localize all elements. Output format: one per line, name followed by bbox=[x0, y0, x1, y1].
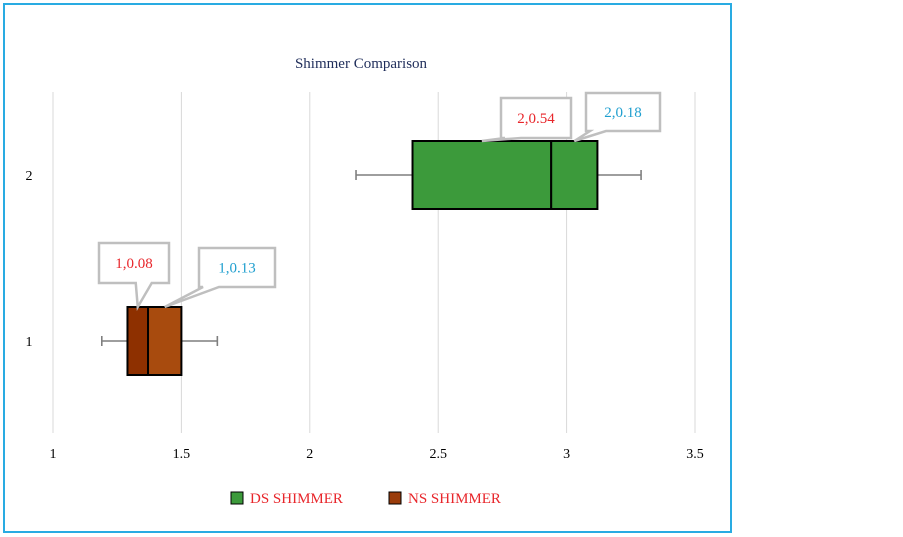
legend-label: DS SHIMMER bbox=[250, 491, 343, 507]
y-tick-label: 2 bbox=[26, 169, 33, 184]
box-upper-quartile bbox=[147, 306, 183, 376]
chart-frame: Shimmer Comparison 1,0.08 1,0.13 2,0.54 2,0… bbox=[3, 3, 732, 533]
callout-bubble bbox=[97, 241, 171, 312]
box-ns-shimmer bbox=[100, 306, 219, 376]
y-tick-label: 1 bbox=[26, 335, 33, 350]
legend-swatch bbox=[388, 491, 402, 505]
legend-label: NS SHIMMER bbox=[408, 491, 501, 507]
axis-layer: 1 1.5 2 2.5 3 3.5 1 2 bbox=[26, 169, 704, 462]
callout-bubble bbox=[573, 91, 662, 143]
x-tick-label: 3.5 bbox=[686, 447, 704, 462]
box-lower-quartile bbox=[126, 306, 150, 376]
callout-label: 1,0.13 bbox=[218, 261, 256, 277]
legend-swatch bbox=[230, 491, 244, 505]
boxplot-chart: Shimmer Comparison 1,0.08 1,0.13 2,0.54 2,0… bbox=[26, 56, 704, 507]
box-upper-quartile bbox=[550, 140, 599, 210]
data-callout: 1,0.13 bbox=[164, 246, 277, 309]
x-tick-label: 2.5 bbox=[429, 447, 447, 462]
x-tick-label: 1 bbox=[50, 447, 57, 462]
data-callout: 2,0.18 bbox=[573, 91, 662, 143]
data-callout: 1,0.08 bbox=[97, 241, 171, 312]
callout-label: 2,0.18 bbox=[604, 105, 642, 121]
callout-bubble bbox=[481, 96, 573, 143]
x-tick-label: 2 bbox=[306, 447, 313, 462]
chart-title: Shimmer Comparison bbox=[295, 56, 428, 72]
legend-item: NS SHIMMER bbox=[388, 491, 501, 507]
callout-label: 1,0.08 bbox=[115, 256, 153, 272]
callout-layer: 1,0.08 1,0.13 2,0.54 2,0.18 bbox=[97, 91, 662, 312]
x-tick-label: 1.5 bbox=[173, 447, 191, 462]
plot-layer bbox=[100, 140, 642, 376]
callout-bubble bbox=[164, 246, 277, 309]
callout-label: 2,0.54 bbox=[517, 111, 555, 127]
legend: DS SHIMMER NS SHIMMER bbox=[230, 491, 501, 507]
data-callout: 2,0.54 bbox=[481, 96, 573, 143]
legend-item: DS SHIMMER bbox=[230, 491, 343, 507]
x-tick-label: 3 bbox=[563, 447, 570, 462]
box-ds-shimmer bbox=[355, 140, 642, 210]
box-lower-quartile bbox=[411, 140, 553, 210]
